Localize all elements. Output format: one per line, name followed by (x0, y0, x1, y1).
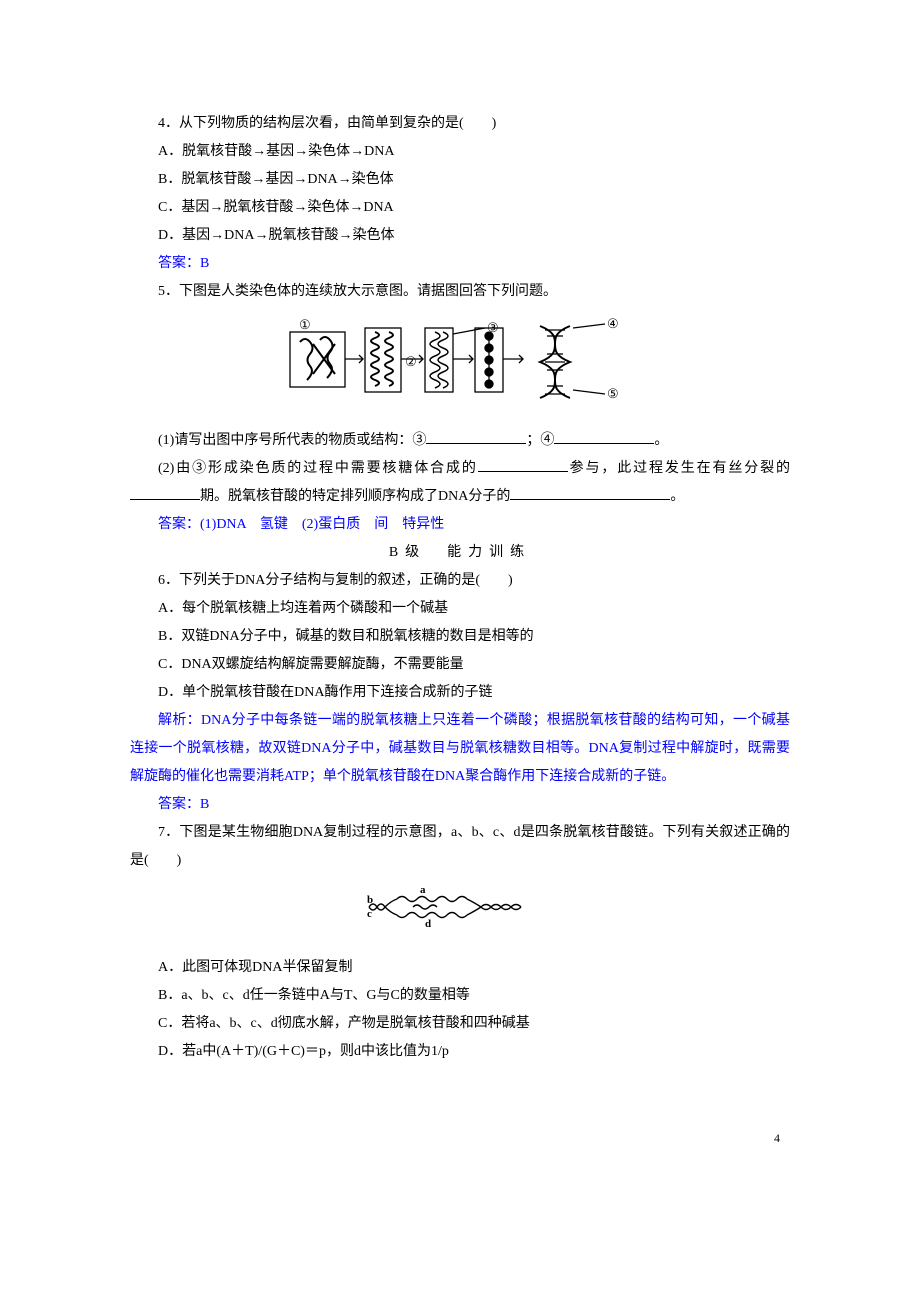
q7-option-b: B．a、b、c、d任一条链中A与T、G与C的数量相等 (130, 982, 790, 1010)
q5-figure: ① ② ③ (130, 314, 790, 415)
q5-sub1: (1)请写出图中序号所代表的物质或结构：③ ；④ 。 (130, 427, 790, 455)
q5-sub2-end: 。 (670, 489, 684, 504)
q4-option-d: D．基因→DNA→脱氧核苷酸→染色体 (130, 222, 790, 250)
svg-text:④: ④ (607, 316, 619, 331)
q5-sub1-prefix: (1)请写出图中序号所代表的物质或结构：③ (158, 433, 426, 448)
q7-option-a: A．此图可体现DNA半保留复制 (130, 954, 790, 982)
q6-option-b: B．双链DNA分子中，碱基的数目和脱氧核糖的数目是相等的 (130, 623, 790, 651)
svg-text:b: b (367, 894, 373, 906)
q6-answer: 答案：B (130, 791, 790, 819)
q5-blank-3 (426, 429, 526, 444)
q5-blank-protein (478, 457, 568, 472)
q6-explanation: 解析：DNA分子中每条链一端的脱氧核糖上只连着一个磷酸；根据脱氧核苷酸的结构可知… (130, 707, 790, 791)
q7-option-d: D．若a中(A＋T)/(G＋C)＝p，则d中该比值为1/p (130, 1038, 790, 1066)
svg-text:①: ① (299, 317, 311, 332)
q5-stem: 5．下图是人类染色体的连续放大示意图。请据图回答下列问题。 (130, 278, 790, 306)
q7-option-c: C．若将a、b、c、d彻底水解，产物是脱氧核苷酸和四种碱基 (130, 1010, 790, 1038)
q6-stem: 6．下列关于DNA分子结构与复制的叙述，正确的是( ) (130, 567, 790, 595)
q6-option-d: D．单个脱氧核苷酸在DNA酶作用下连接合成新的子链 (130, 679, 790, 707)
q5-sub2: (2)由③形成染色质的过程中需要核糖体合成的 参与，此过程发生在有丝分裂的期。脱氧… (130, 455, 790, 511)
q6-option-a: A．每个脱氧核糖上均连着两个磷酸和一个碱基 (130, 595, 790, 623)
svg-text:②: ② (405, 354, 417, 369)
q5-blank-4 (554, 429, 654, 444)
q7-stem: 7．下图是某生物细胞DNA复制过程的示意图，a、b、c、d是四条脱氧核苷酸链。下… (130, 819, 790, 875)
q7-figure: b c a d (130, 883, 790, 942)
svg-text:d: d (425, 918, 431, 930)
q5-sub1-end: 。 (654, 433, 668, 448)
q4-stem: 4．从下列物质的结构层次看，由简单到复杂的是( ) (130, 110, 790, 138)
section-b-title: B级 能力训练 (130, 539, 790, 567)
q6-option-c: C．DNA双螺旋结构解旋需要解旋酶，不需要能量 (130, 651, 790, 679)
q4-option-c: C．基因→脱氧核苷酸→染色体→DNA (130, 194, 790, 222)
svg-text:⑤: ⑤ (607, 386, 619, 401)
q4-option-b: B．脱氧核苷酸→基因→DNA→染色体 (130, 166, 790, 194)
page-number: 4 (130, 1126, 790, 1150)
q5-answer: 答案：(1)DNA 氢键 (2)蛋白质 间 特异性 (130, 511, 790, 539)
q5-sub1-mid: ；④ (526, 433, 554, 448)
svg-text:c: c (367, 908, 372, 920)
svg-text:a: a (420, 884, 426, 896)
q5-sub2-mid2: 期。脱氧核苷酸的特定排列顺序构成了DNA分子的 (200, 489, 510, 504)
q5-blank-spec (510, 485, 670, 500)
q5-sub2-mid1: 参与，此过程发生在有丝分裂的 (568, 461, 790, 476)
q5-blank-phase (130, 485, 200, 500)
q4-option-a: A．脱氧核苷酸→基因→染色体→DNA (130, 138, 790, 166)
q5-sub2-prefix: (2)由③形成染色质的过程中需要核糖体合成的 (158, 461, 478, 476)
q4-answer: 答案：B (130, 250, 790, 278)
